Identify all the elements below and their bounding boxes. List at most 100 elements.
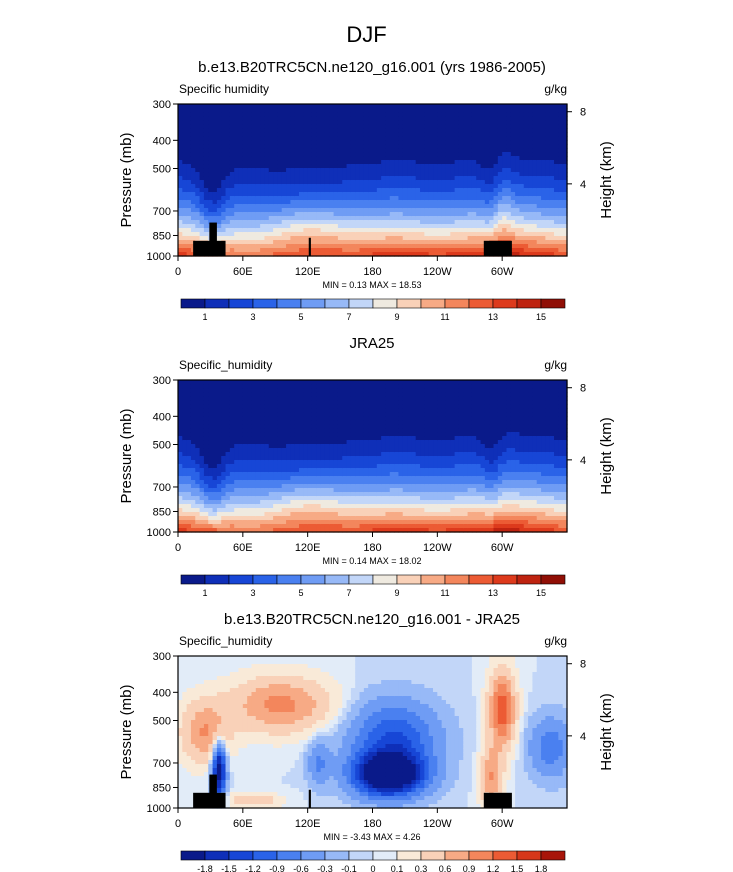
colorbar-label: -0.9 — [269, 864, 285, 872]
colorbar-swatch — [180, 298, 206, 309]
stats-label: MIN = 0.13 MAX = 18.53 — [322, 280, 421, 290]
colorbar-swatch — [180, 574, 206, 585]
y-tick-label: 1000 — [147, 527, 171, 539]
colorbar-label: 1.8 — [535, 864, 548, 872]
colorbar-label: -1.8 — [197, 864, 213, 872]
colorbar-swatch — [492, 850, 518, 861]
colorbar-swatch — [252, 574, 278, 585]
x-tick-label: 180 — [363, 818, 381, 830]
chart-panel-3: b.e13.B20TRC5CN.ne120_g16.001 - JRA25 Spe… — [118, 611, 615, 872]
colorbar-label: 0.1 — [391, 864, 404, 872]
topography-mask — [193, 222, 512, 256]
colorbar-swatch — [396, 850, 422, 861]
x-tick-label: 60E — [233, 818, 253, 830]
y-tick-label: 500 — [153, 439, 171, 451]
variable-label: Specific humidity — [179, 82, 269, 96]
panel-title: JRA25 — [349, 335, 394, 352]
x-tick-label: 120W — [423, 266, 452, 278]
colorbar-label: 13 — [488, 588, 498, 598]
chart-panel-2: JRA25 Specific_humidity g/kg 0 60E 120E 180 120… — [118, 335, 615, 598]
colorbar-swatch — [468, 298, 494, 309]
colorbar-label: 0.6 — [439, 864, 452, 872]
x-tick-label: 60W — [491, 542, 514, 554]
colorbar-label: 3 — [250, 588, 255, 598]
y-tick-label: 500 — [153, 163, 171, 175]
variable-label: Specific_humidity — [179, 634, 272, 648]
y-tick-label: 850 — [153, 506, 171, 518]
x-tick-label: 60W — [491, 266, 514, 278]
y-tick-label: 700 — [153, 758, 171, 770]
y-tick-label: 300 — [153, 651, 171, 663]
y2-axis-label: Height (km) — [598, 693, 615, 771]
colorbar-swatch — [348, 850, 374, 861]
x-tick-label: 180 — [363, 542, 381, 554]
colorbar-label: -1.5 — [221, 864, 237, 872]
colorbar-swatch — [516, 574, 542, 585]
colorbar-swatch — [540, 298, 566, 309]
y2-axis-label: Height (km) — [598, 417, 615, 495]
y-tick-label: 300 — [153, 99, 171, 111]
y2-tick-label: 8 — [580, 659, 586, 671]
x-tick-label: 0 — [175, 542, 181, 554]
colorbar-swatch — [228, 298, 254, 309]
y-tick-label: 400 — [153, 687, 171, 699]
colorbar-label: 9 — [394, 312, 399, 322]
colorbar-swatch — [204, 574, 230, 585]
colorbar-label: 0.9 — [463, 864, 476, 872]
panel-title: b.e13.B20TRC5CN.ne120_g16.001 (yrs 1986-… — [198, 59, 546, 76]
units-label: g/kg — [544, 358, 567, 372]
colorbar-swatch — [324, 850, 350, 861]
colorbar-swatch — [492, 298, 518, 309]
x-tick-label: 120E — [295, 266, 321, 278]
colorbar-swatch — [300, 574, 326, 585]
x-tick-label: 120W — [423, 542, 452, 554]
colorbar-swatch — [420, 574, 446, 585]
y-tick-label: 500 — [153, 715, 171, 727]
colorbar-label: 0.3 — [415, 864, 428, 872]
colorbar-label: 15 — [536, 588, 546, 598]
colorbar-swatch — [180, 850, 206, 861]
y-tick-label: 1000 — [147, 251, 171, 263]
units-label: g/kg — [544, 634, 567, 648]
x-tick-label: 120E — [295, 818, 321, 830]
x-tick-label: 120E — [295, 542, 321, 554]
colorbar-swatch — [300, 298, 326, 309]
colorbar: 1 3 5 7 9 11 13 15 — [180, 298, 566, 322]
colorbar-swatch — [372, 574, 398, 585]
y-tick-label: 850 — [153, 782, 171, 794]
colorbar-swatch — [420, 298, 446, 309]
variable-label: Specific_humidity — [179, 358, 272, 372]
colorbar-swatch — [348, 574, 374, 585]
colorbar-swatch — [516, 298, 542, 309]
colorbar-label: 1.5 — [511, 864, 524, 872]
colorbar-swatch — [276, 850, 302, 861]
colorbar-swatch — [228, 850, 254, 861]
y2-tick-label: 8 — [580, 107, 586, 119]
colorbar-label: 5 — [298, 312, 303, 322]
colorbar-swatch — [420, 850, 446, 861]
y2-axis-label: Height (km) — [598, 141, 615, 219]
x-tick-label: 120W — [423, 818, 452, 830]
x-tick-label: 60E — [233, 266, 253, 278]
colorbar-swatch — [276, 574, 302, 585]
colorbar-label: 3 — [250, 312, 255, 322]
heatmap-cells — [178, 656, 568, 809]
x-tick-label: 180 — [363, 266, 381, 278]
colorbar-swatch — [468, 574, 494, 585]
colorbar-label: 13 — [488, 312, 498, 322]
units-label: g/kg — [544, 82, 567, 96]
colorbar-label: 1 — [202, 588, 207, 598]
colorbar-swatch — [468, 850, 494, 861]
colorbar-swatch — [492, 574, 518, 585]
colorbar-label: -1.2 — [245, 864, 261, 872]
y-tick-label: 700 — [153, 482, 171, 494]
y2-tick-label: 4 — [580, 455, 586, 467]
y2-tick-label: 4 — [580, 731, 586, 743]
y-tick-label: 400 — [153, 411, 171, 423]
y-tick-label: 1000 — [147, 803, 171, 815]
colorbar-label: 11 — [440, 588, 449, 598]
heatmap-cells — [178, 380, 568, 533]
y-axis-label: Pressure (mb) — [118, 408, 135, 503]
stats-label: MIN = 0.14 MAX = 18.02 — [322, 556, 421, 566]
